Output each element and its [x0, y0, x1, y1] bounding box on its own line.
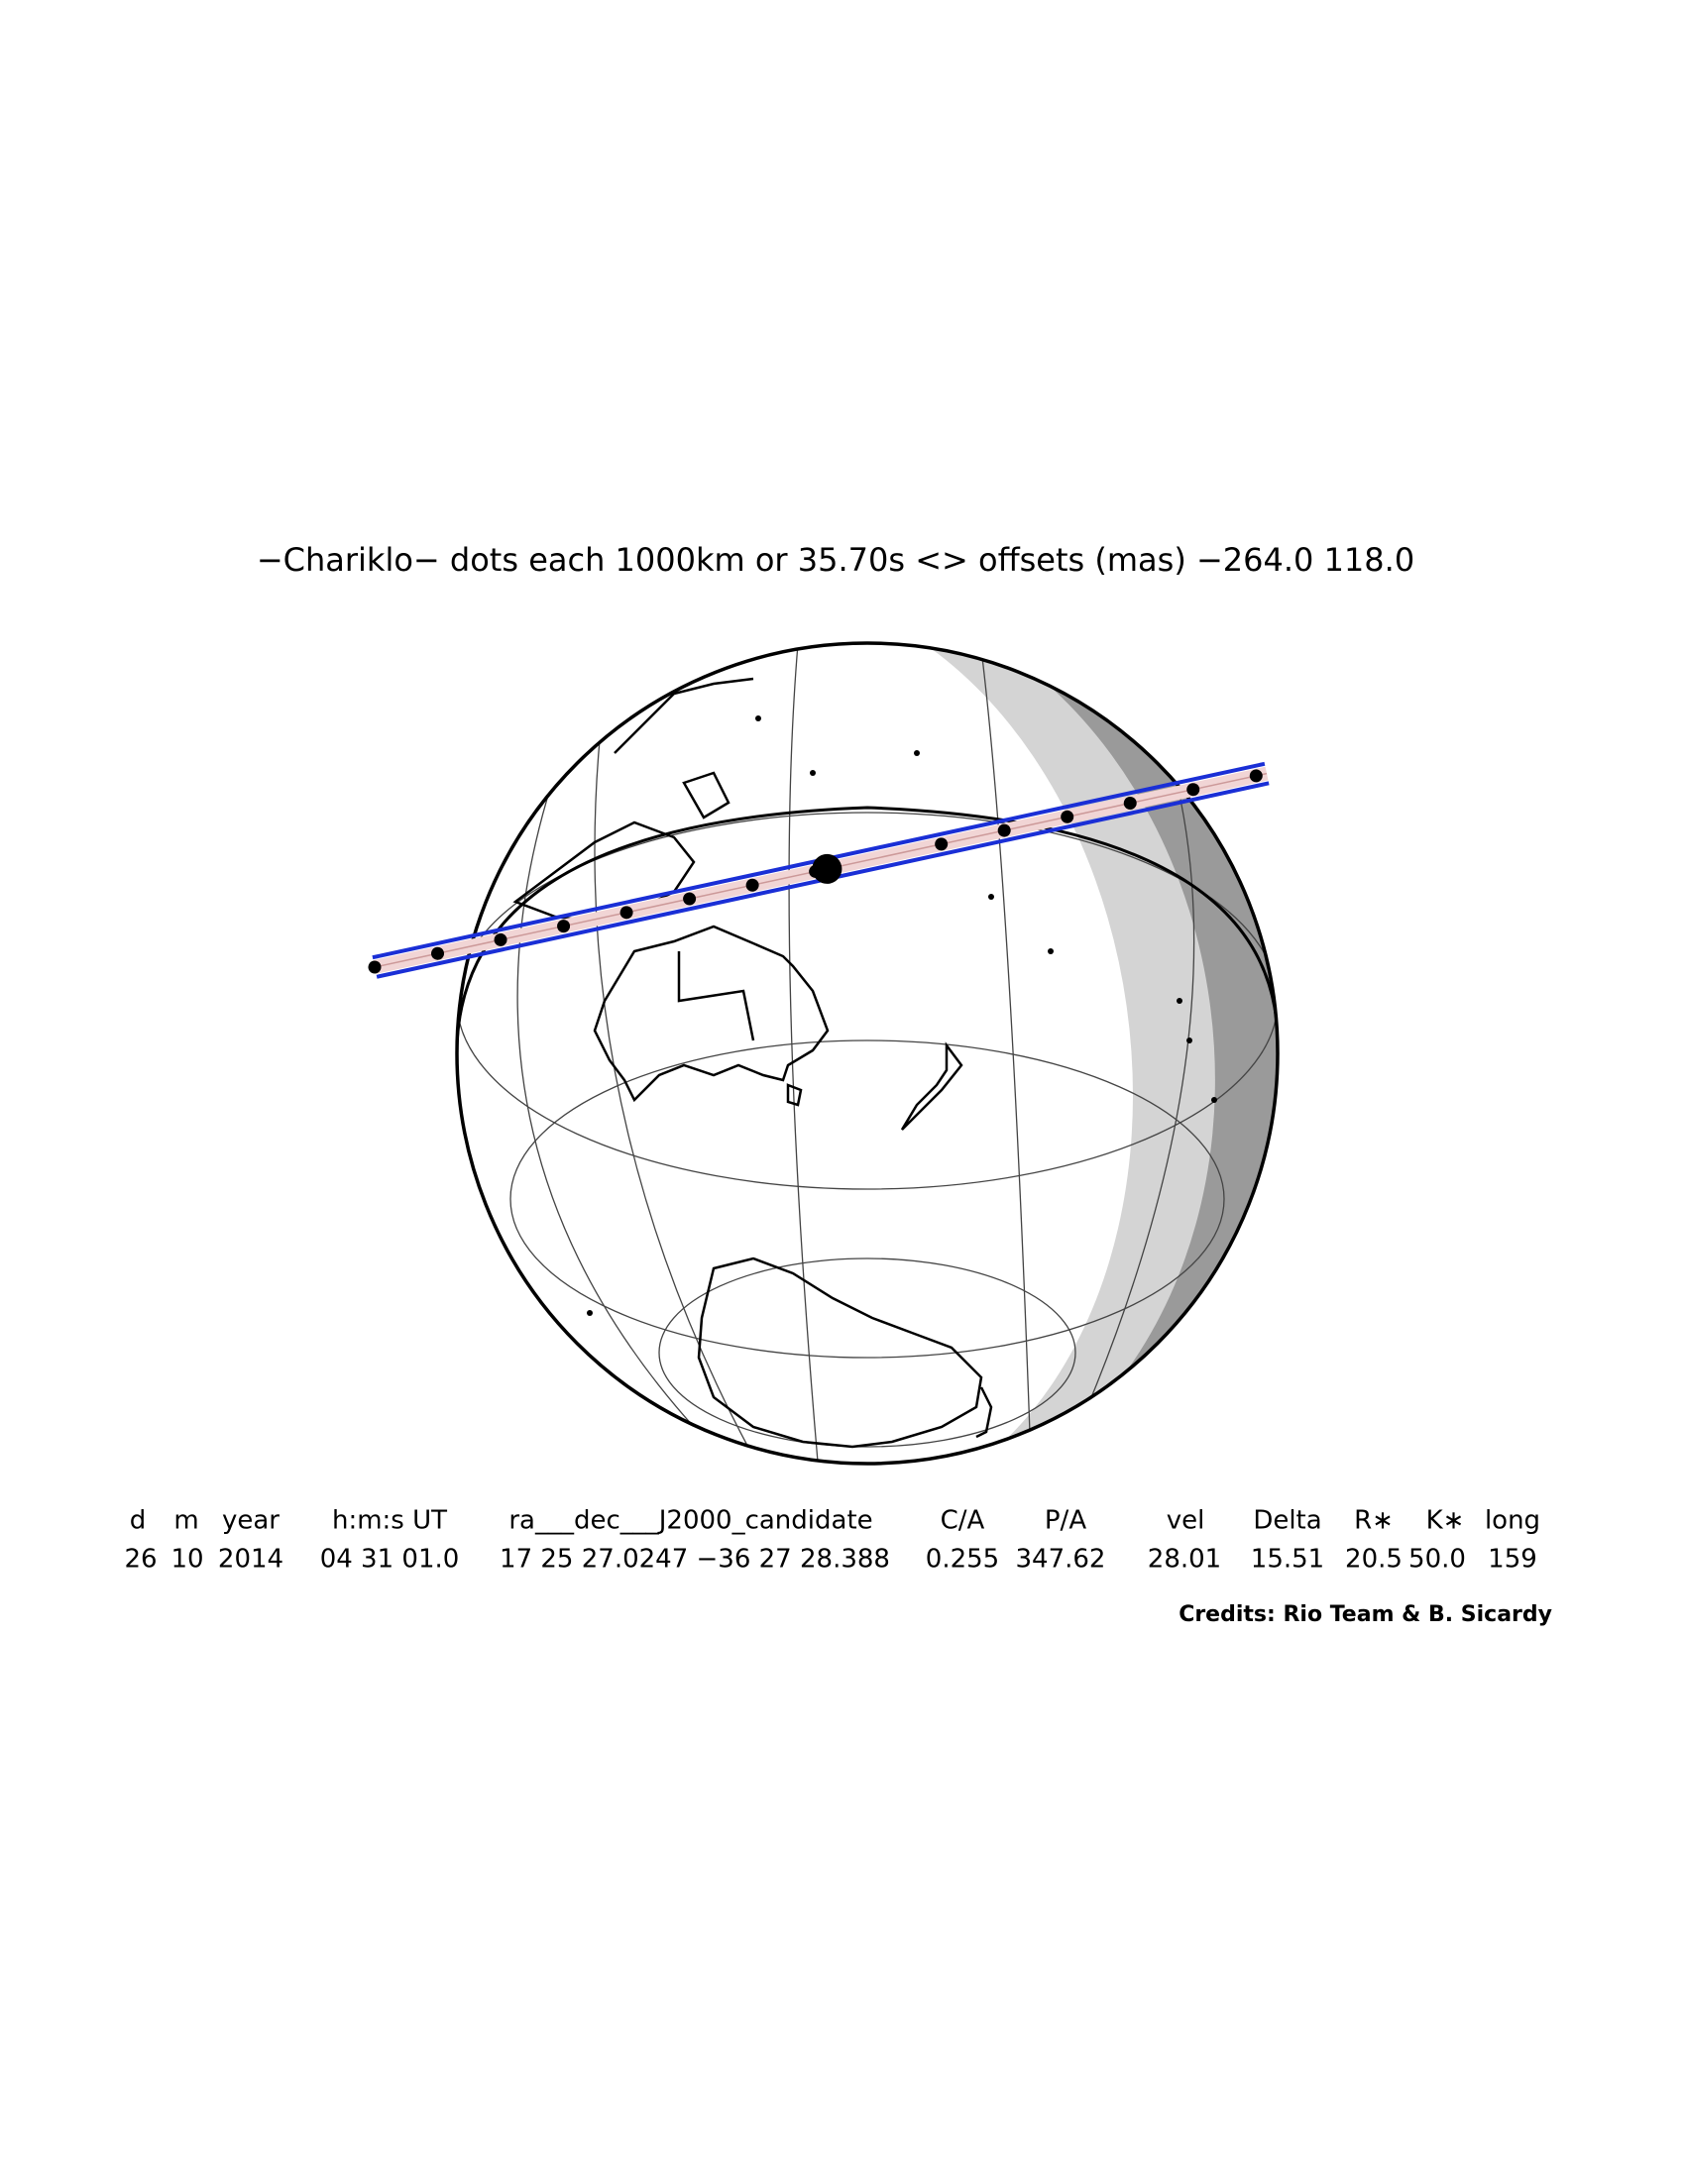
table-value: 15.51: [1251, 1545, 1324, 1575]
table-header: h:m:s UT: [332, 1506, 447, 1536]
graticule: [457, 643, 1278, 1463]
table-value: 347.62: [1016, 1545, 1106, 1575]
table-value: 159: [1488, 1545, 1537, 1575]
table-value: 10: [170, 1545, 203, 1575]
table-value: 04 31 01.0: [320, 1545, 460, 1575]
table-value: 26: [124, 1545, 157, 1575]
credits: Credits: Rio Team & B. Sicardy: [1179, 1602, 1552, 1627]
table-header: P/A: [1045, 1506, 1086, 1536]
shadow-path: [368, 761, 1270, 979]
islands: [587, 715, 1217, 1316]
table-value: 20.5: [1345, 1545, 1403, 1575]
table-header: d: [130, 1506, 147, 1536]
title: −Chariklo− dots each 1000km or 35.70s <>…: [257, 541, 1414, 579]
limit-line: [457, 806, 1278, 1046]
table-header: C/A: [941, 1506, 985, 1536]
table-header: m: [173, 1506, 198, 1536]
table-value: 50.0: [1408, 1545, 1466, 1575]
table-header: R∗: [1354, 1506, 1394, 1536]
table-header: year: [222, 1506, 280, 1536]
globe-shading: [457, 643, 1278, 1464]
table-value: 17 25 27.0247 −36 27 28.388: [500, 1545, 890, 1575]
table-value: 28.01: [1148, 1545, 1221, 1575]
table-header: ra___dec___J2000_candidate: [508, 1506, 872, 1536]
table-header: K∗: [1426, 1506, 1465, 1536]
table-value: 0.255: [926, 1545, 999, 1575]
globe-outline: [455, 641, 1280, 1466]
table-header: long: [1485, 1506, 1540, 1536]
table-header: Delta: [1253, 1506, 1321, 1536]
table-value: 2014: [218, 1545, 283, 1575]
table-header: vel: [1167, 1506, 1205, 1536]
